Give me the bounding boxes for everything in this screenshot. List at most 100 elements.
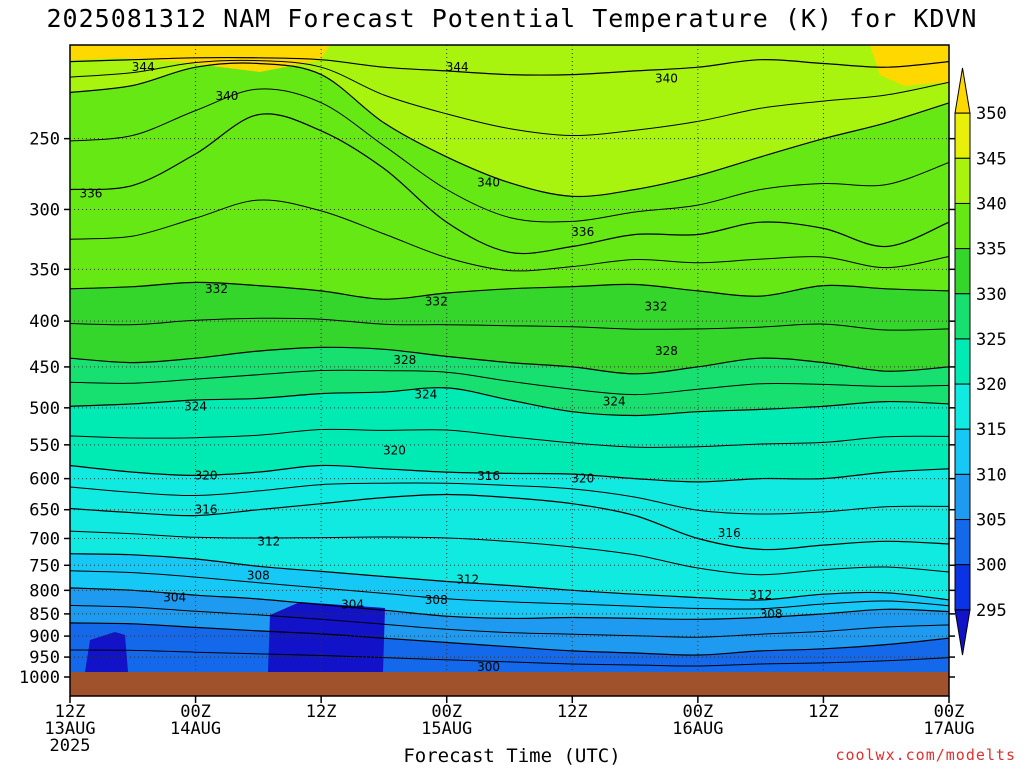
contour-label: 332: [425, 294, 448, 308]
x-tick-label: 00Z: [682, 702, 713, 722]
isentrope-minor: [70, 530, 949, 576]
y-tick-label: 800: [29, 581, 60, 601]
colorbar-label: 350: [976, 104, 1007, 124]
y-tick-label: 1000: [19, 668, 60, 688]
contour-label: 328: [393, 353, 416, 367]
colorbar-label: 300: [976, 556, 1007, 576]
contour-label: 320: [195, 468, 218, 482]
y-tick-label: 450: [29, 358, 60, 378]
plot-frame: [69, 44, 950, 697]
isentrope-304: [70, 622, 949, 656]
isentrope-minor: [70, 88, 949, 223]
colorbar: 295 300 305 310 315 320 325 330 335 340 345 350: [954, 67, 1007, 656]
x-tick-label: 17AUG: [923, 719, 974, 739]
isentrope-minor: [70, 317, 949, 331]
isentrope-minor: [70, 199, 949, 272]
isentrope-340: [70, 62, 949, 198]
ground-surface-layer: [70, 672, 949, 696]
colorbar-label: 330: [976, 285, 1007, 305]
contour-label: 340: [216, 89, 239, 103]
colorbar-top-arrow: [954, 67, 971, 114]
isentrope-layer: [70, 56, 949, 678]
isentrope-328: [70, 346, 949, 375]
contour-label: 304: [163, 591, 186, 605]
x-tick-label: 12Z: [557, 702, 588, 722]
theta-fill-layer: [70, 45, 949, 696]
source-credit: coolwx.com/modelts: [835, 746, 1016, 764]
colorbar-segment: [954, 564, 971, 611]
isentrope-312: [70, 553, 949, 601]
isentrope-308: [70, 587, 949, 620]
y-tick-label: 650: [29, 501, 60, 521]
colorbar-label: 295: [976, 601, 1007, 621]
contour-label: 336: [571, 225, 594, 239]
x-tick-label: 2025: [50, 736, 91, 756]
y-tick-label: 350: [29, 260, 60, 280]
colorbar-segment: [954, 202, 971, 250]
x-tick-label: 14AUG: [170, 719, 221, 739]
colorbar-segment: [954, 383, 971, 430]
ground-surface: [70, 672, 949, 696]
contour-label: 312: [749, 588, 772, 602]
colorbar-label: 340: [976, 194, 1007, 214]
isentrope-minor: [70, 649, 949, 667]
y-tick-label: 500: [29, 399, 60, 419]
colorbar-label: 325: [976, 330, 1007, 350]
y-tick-label: 250: [29, 130, 60, 150]
contour-label: 300: [477, 660, 500, 674]
contour-label: 316: [195, 503, 218, 517]
contour-label: 312: [257, 534, 280, 548]
x-tick-label: 12Z: [808, 702, 839, 722]
contour-label: 312: [456, 573, 479, 587]
colorbar-segment: [954, 112, 971, 159]
isentrope-minor: [70, 369, 949, 396]
contour-label: 344: [132, 60, 155, 74]
y-tick-label: 300: [29, 200, 60, 220]
chart-title: 2025081312 NAM Forecast Potential Temper…: [46, 4, 978, 33]
theta-pocket-cold-2: [85, 632, 128, 672]
colorbar-label: 305: [976, 511, 1007, 531]
contour-label: 320: [383, 443, 406, 457]
colorbar-label: 345: [976, 149, 1007, 169]
contour-label: 324: [603, 395, 626, 409]
isentrope-minor: [70, 482, 949, 515]
colorbar-segment: [954, 338, 971, 385]
contour-label: 332: [205, 282, 228, 296]
contour-label: 332: [645, 299, 668, 313]
isentrope-324: [70, 387, 949, 417]
contour-label: 320: [571, 472, 594, 486]
colorbar-bottom-arrow: [954, 609, 971, 656]
y-tick-label: 700: [29, 529, 60, 549]
axis-layer: 2503003504004505005506006507007508008509…: [19, 44, 975, 756]
contour-label: 344: [446, 60, 469, 74]
x-tick-label: 15AUG: [421, 719, 472, 739]
colorbar-label: 310: [976, 465, 1007, 485]
isentrope-332: [70, 281, 949, 300]
isentrope-320: [70, 464, 949, 483]
colorbar-segment: [954, 293, 971, 340]
contour-label: 308: [760, 607, 783, 621]
x-tick-label: 13AUG: [44, 719, 95, 739]
colorbar-segment: [954, 473, 971, 521]
contour-label-layer: 344 344 340 340 340 336 336 332 332 332 328 328 324 3…: [79, 60, 783, 674]
isentrope-minor: [70, 428, 949, 448]
contour-label: 316: [718, 526, 741, 540]
colorbar-label: 320: [976, 375, 1007, 395]
isentrope-316: [70, 493, 949, 551]
contour-label: 336: [79, 187, 102, 201]
colorbar-segment: [954, 157, 971, 204]
contour-label: 328: [655, 344, 678, 358]
colorbar-label: 335: [976, 240, 1007, 260]
isentrope-344: [70, 56, 949, 76]
x-tick-label: 00Z: [431, 702, 462, 722]
contour-label: 316: [477, 469, 500, 483]
colorbar-segment: [954, 519, 971, 566]
y-tick-label: 900: [29, 627, 60, 647]
y-tick-label: 550: [29, 436, 60, 456]
y-tick-label: 850: [29, 605, 60, 625]
isentrope-336: [70, 113, 949, 255]
contour-label: 324: [184, 399, 207, 413]
isentrope-minor: [70, 59, 949, 137]
y-tick-label: 600: [29, 470, 60, 490]
